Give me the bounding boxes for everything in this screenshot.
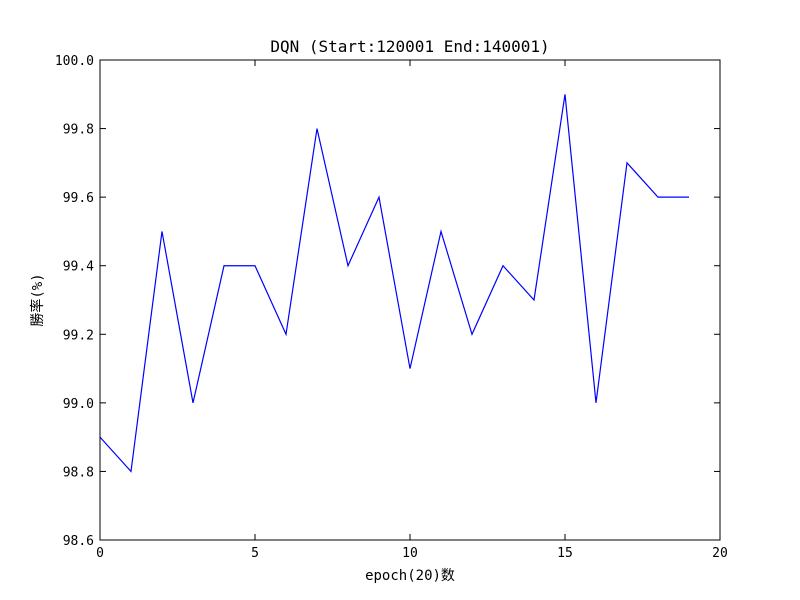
series-line [99,94,689,473]
y-tick-label: 98.6 [63,534,94,549]
y-tick-label: 99.6 [63,191,94,206]
y-tick-label: 99.2 [63,328,94,343]
y-tick-label: 99.8 [63,123,94,138]
plot-area [100,60,720,540]
x-tick-label: 20 [712,546,728,561]
y-tick-label: 100.0 [55,54,94,69]
x-tick-label: 5 [251,546,259,561]
y-tick-label: 99.0 [63,397,94,412]
plot-frame [99,59,721,541]
x-tick-label: 15 [557,546,573,561]
y-tick-label: 99.4 [63,260,94,275]
chart-title: DQN (Start:120001 End:140001) [270,37,549,56]
data-points [99,94,690,472]
x-tick-label: 10 [402,546,418,561]
x-axis-label: epoch(20)数 [365,568,455,584]
axis-ticks: 0 5 10 15 20 98.6 98.8 99.0 99.2 99.4 99.6 99.8 100.… [55,54,728,561]
x-tick-label: 0 [96,546,104,561]
y-tick-label: 98.8 [63,465,94,480]
y-axis-label: 勝率(%) [29,273,46,326]
